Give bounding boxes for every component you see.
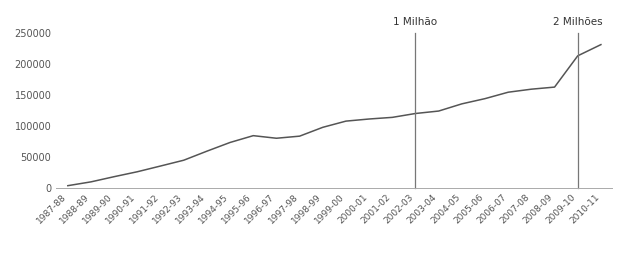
Text: 2 Milhões: 2 Milhões [553, 17, 602, 27]
Text: 1 Milhão: 1 Milhão [393, 17, 438, 27]
